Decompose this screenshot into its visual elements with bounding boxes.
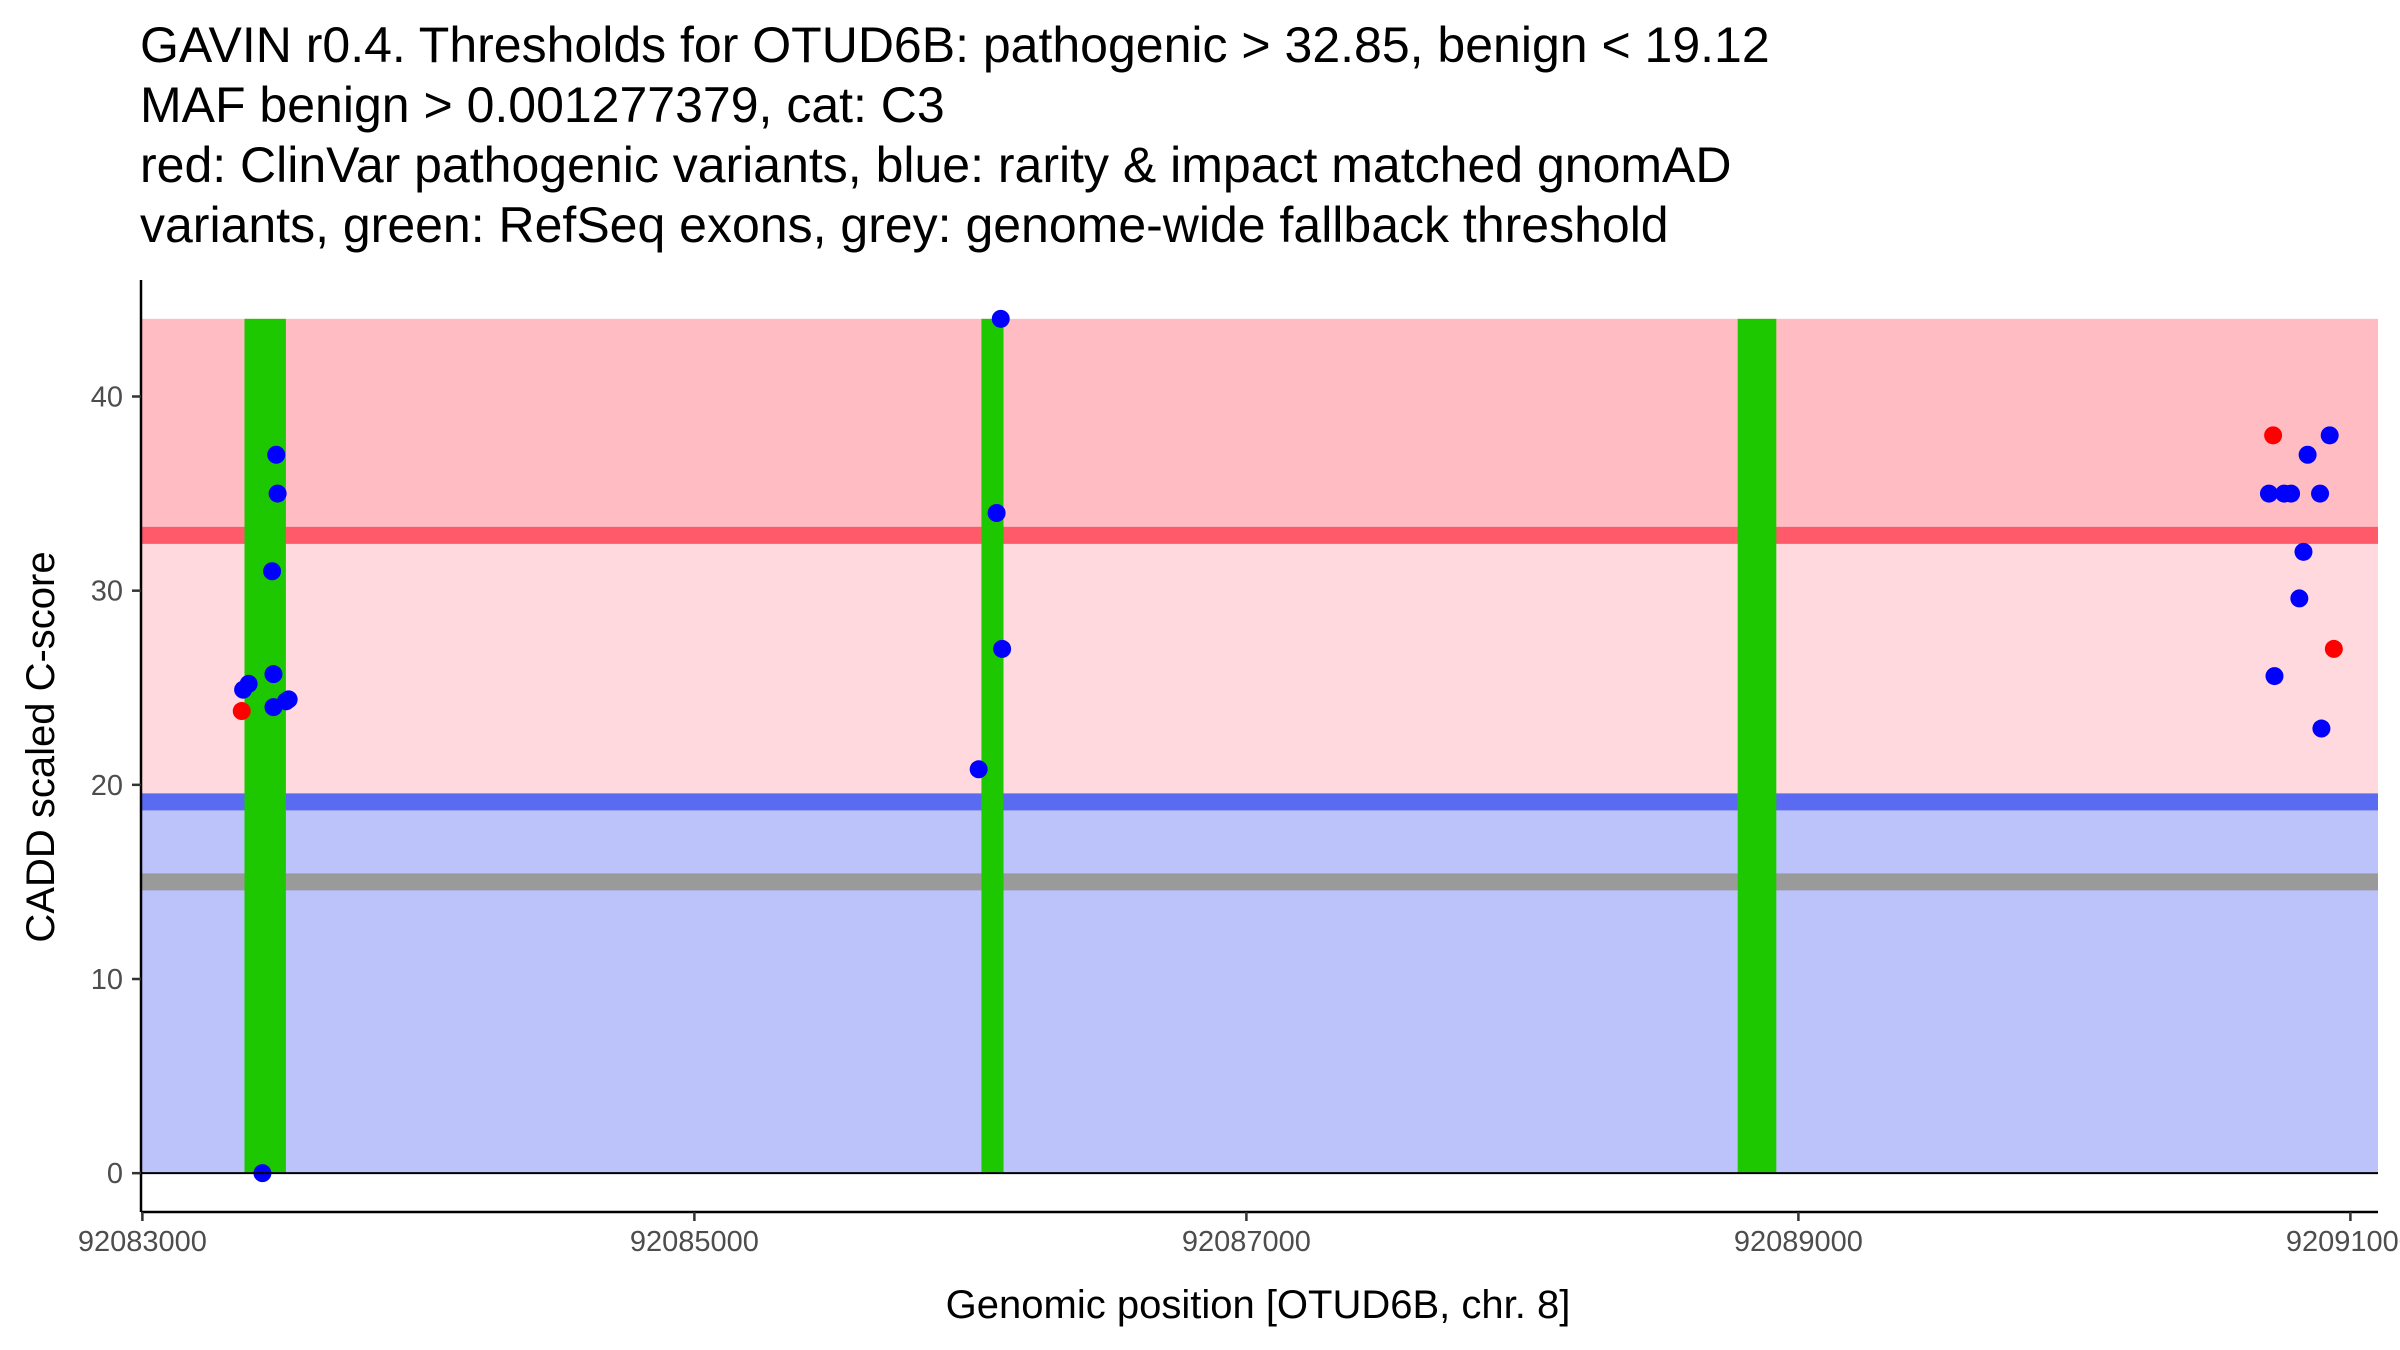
variant-point-s2-12	[987, 504, 1006, 522]
benign-zone	[141, 801, 2378, 1174]
variant-point-s2-13	[991, 309, 1010, 328]
variant-point-s2-14	[993, 639, 1012, 658]
variant-point-s1-1	[232, 702, 251, 721]
variant-point-s2-2	[239, 674, 258, 693]
variant-point-s2-20	[2294, 542, 2313, 561]
chart-title-line-2: MAF benign > 0.001277379, cat: C3	[140, 77, 945, 133]
x-axis-title: Genomic position [OTUD6B, chr. 8]	[946, 1283, 1571, 1327]
chart-title-line-3: red: ClinVar pathogenic variants, blue: …	[140, 137, 1731, 193]
chart-title: GAVIN r0.4. Thresholds for OTUD6B: patho…	[140, 17, 1770, 253]
variant-point-s2-24	[2320, 426, 2339, 445]
intermediate-zone	[141, 535, 2378, 802]
variant-point-s2-8	[268, 484, 287, 503]
variant-point-s2-18	[2282, 484, 2301, 503]
y-tick-label-1: 0	[107, 1158, 123, 1190]
chart-title-line-4: variants, green: RefSeq exons, grey: gen…	[140, 197, 1669, 253]
y-tick-label-4: 30	[91, 576, 123, 608]
y-tick-label-5: 40	[91, 382, 123, 414]
x-tick-label-1: 92083000	[78, 1226, 207, 1258]
variant-point-s1-2	[2264, 426, 2283, 445]
variant-point-s2-22	[2311, 484, 2330, 503]
variant-point-s2-4	[263, 562, 282, 581]
axes: 0 10 20 30 40 92083000 92085000 92087000 9208900…	[78, 280, 2400, 1258]
exon-bar-3	[1737, 318, 1777, 1174]
exon-bar-2	[981, 318, 1004, 1174]
variant-point-s2-21	[2298, 445, 2317, 464]
variant-point-s2-7	[267, 445, 286, 464]
x-tick-label-4: 92089000	[1734, 1226, 1863, 1258]
variant-points	[232, 309, 2343, 1183]
y-tick-label-2: 10	[91, 964, 123, 996]
x-tick-label-3: 92087000	[1182, 1226, 1311, 1258]
threshold-zones	[141, 318, 2378, 1174]
variant-point-s2-10	[279, 690, 298, 709]
y-tick-label-3: 20	[91, 770, 123, 802]
variant-point-s2-15	[2259, 484, 2278, 503]
y-axis-title: CADD scaled C-score	[19, 551, 63, 942]
variant-point-s2-5	[264, 665, 283, 684]
chart-title-line-1: GAVIN r0.4. Thresholds for OTUD6B: patho…	[140, 17, 1770, 73]
variant-point-s2-11	[969, 760, 988, 779]
x-tick-label-5: 92091000	[2286, 1226, 2400, 1258]
variant-point-s1-3	[2324, 639, 2343, 658]
variant-point-s2-16	[2265, 667, 2284, 686]
x-tick-label-2: 92085000	[630, 1226, 759, 1258]
variant-point-s2-19	[2290, 589, 2309, 608]
threshold-lines	[141, 526, 2378, 891]
pathogenic-zone	[141, 318, 2378, 536]
variant-point-s2-23	[2312, 719, 2331, 738]
